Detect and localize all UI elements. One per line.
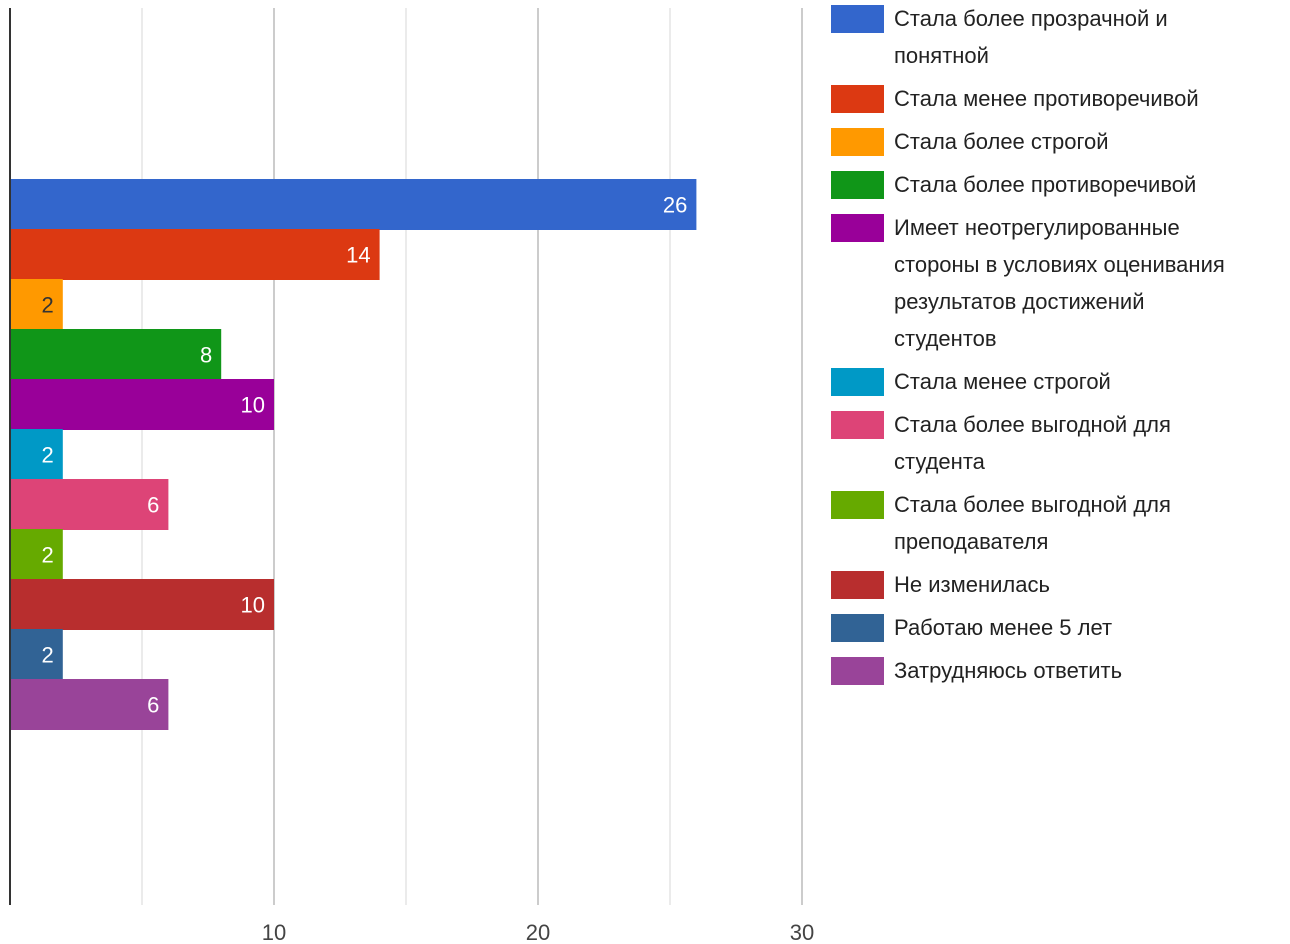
legend-swatch <box>831 657 884 685</box>
bar-value-label-11: 6 <box>147 693 159 718</box>
x-tick-label-10: 10 <box>262 920 286 944</box>
bar-value-label-9: 10 <box>241 593 265 618</box>
legend-item-8: Стала более выгодной для преподавателя <box>831 490 1289 560</box>
bar-value-label-8: 2 <box>42 543 54 568</box>
bar-1 <box>10 179 697 230</box>
legend-swatch <box>831 571 884 599</box>
legend-item-1: Стала более прозрачной и понятной <box>831 4 1289 74</box>
legend-label-line: Не изменилась <box>894 572 1050 597</box>
legend-swatch <box>831 85 884 113</box>
bar-3 <box>10 279 63 330</box>
legend-item-10: Работаю менее 5 лет <box>831 613 1289 646</box>
legend-label-line: Стала более выгодной для <box>894 412 1171 437</box>
legend-label-line: стороны в условиях оценивания <box>894 252 1225 277</box>
legend-label: Стала более выгодной для преподавателя <box>894 486 1289 560</box>
legend-label-line: преподавателя <box>894 529 1049 554</box>
legend-label-line: Стала более прозрачной и <box>894 6 1168 31</box>
bar-9 <box>10 579 274 630</box>
x-tick-label-30: 30 <box>790 920 814 944</box>
legend-label-line: Стала более строгой <box>894 129 1109 154</box>
legend-label-line: результатов достижений <box>894 289 1145 314</box>
legend-label: Стала менее строгой <box>894 363 1289 400</box>
legend-label: Работаю менее 5 лет <box>894 609 1289 646</box>
legend-label-line: Стала более противоречивой <box>894 172 1197 197</box>
legend-item-11: Затрудняюсь ответить <box>831 656 1289 689</box>
legend-label: Имеет неотрегулированные стороны в услови… <box>894 209 1289 357</box>
legend-label-line: студентов <box>894 326 997 351</box>
legend-item-2: Стала менее противоречивой <box>831 84 1289 117</box>
legend-label-line: Работаю менее 5 лет <box>894 615 1113 640</box>
legend-label-line: Имеет неотрегулированные <box>894 215 1180 240</box>
bar-6 <box>10 429 63 480</box>
legend-item-9: Не изменилась <box>831 570 1289 603</box>
legend-item-6: Стала менее строгой <box>831 367 1289 400</box>
legend-label-line: понятной <box>894 43 989 68</box>
bar-value-label-10: 2 <box>42 643 54 668</box>
bar-11 <box>10 679 169 730</box>
bar-value-label-7: 6 <box>147 493 159 518</box>
legend-label: Стала более выгодной для студента <box>894 406 1289 480</box>
legend-swatch <box>831 128 884 156</box>
bar-value-label-2: 14 <box>346 243 370 268</box>
legend-swatch <box>831 368 884 396</box>
legend-swatch <box>831 411 884 439</box>
legend-item-7: Стала более выгодной для студента <box>831 410 1289 480</box>
legend-label-line: Стала менее строгой <box>894 369 1111 394</box>
bar-2 <box>10 229 380 280</box>
legend-swatch <box>831 171 884 199</box>
legend-item-4: Стала более противоречивой <box>831 170 1289 203</box>
bar-4 <box>10 329 222 380</box>
x-tick-label-20: 20 <box>526 920 550 944</box>
legend-item-3: Стала более строгой <box>831 127 1289 160</box>
legend-item-5: Имеет неотрегулированные стороны в услови… <box>831 213 1289 357</box>
bar-7 <box>10 479 169 530</box>
legend-swatch <box>831 491 884 519</box>
bar-value-label-5: 10 <box>241 393 265 418</box>
legend-label-line: Затрудняюсь ответить <box>894 658 1123 683</box>
legend-label: Не изменилась <box>894 566 1289 603</box>
bar-8 <box>10 529 63 580</box>
legend-label-line: студента <box>894 449 985 474</box>
legend-swatch <box>831 614 884 642</box>
legend-label: Стала более противоречивой <box>894 166 1289 203</box>
bar-value-label-4: 8 <box>200 343 212 368</box>
legend-label-line: Стала более выгодной для <box>894 492 1171 517</box>
legend-label: Стала менее противоречивой <box>894 80 1289 117</box>
legend-label-line: Стала менее противоречивой <box>894 86 1199 111</box>
legend-label: Стала более строгой <box>894 123 1289 160</box>
bar-value-label-3: 2 <box>42 293 54 318</box>
bar-5 <box>10 379 274 430</box>
legend-label: Затрудняюсь ответить <box>894 652 1289 689</box>
legend-label: Стала более прозрачной и понятной <box>894 0 1289 74</box>
legend-swatch <box>831 5 884 33</box>
bar-10 <box>10 629 63 680</box>
bar-value-label-1: 26 <box>663 193 687 218</box>
legend-swatch <box>831 214 884 242</box>
bar-value-label-6: 2 <box>42 443 54 468</box>
